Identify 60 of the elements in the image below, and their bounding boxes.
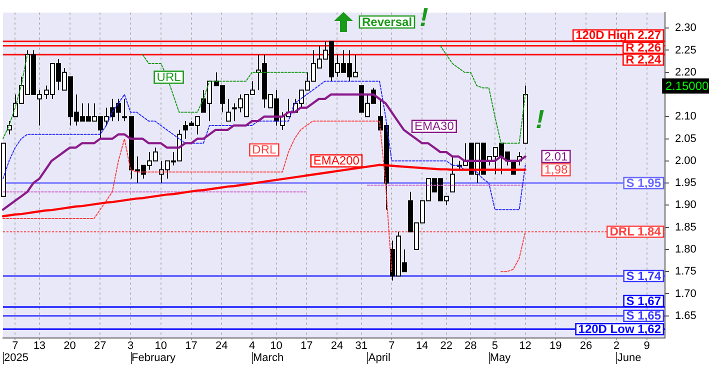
x-tick-label: 12	[519, 340, 532, 352]
x-tick-label: 24	[330, 340, 344, 352]
annotation: Reversal	[362, 14, 412, 29]
ref-line-label: S 1,65	[626, 308, 662, 323]
y-tick-label: 1.70	[675, 288, 696, 300]
y-tick-label: 2.30	[675, 22, 696, 34]
x-tick-label: 5	[492, 340, 498, 352]
y-tick-label: 1.95	[675, 177, 696, 190]
y-tick-label: 1.80	[675, 243, 696, 256]
x-tick-label: 9	[644, 340, 650, 352]
x-tick-label: 17	[185, 340, 198, 352]
series-label: EMA200	[313, 154, 360, 168]
ref-line-label: S 1,95	[626, 176, 662, 190]
x-tick-label: 2	[613, 340, 620, 352]
x-tick-label: 10	[270, 340, 282, 352]
ref-line-label: S 1,74	[626, 268, 662, 283]
y-tick-label: 1.65	[675, 310, 696, 322]
x-tick-label: 22	[440, 340, 452, 352]
y-tick-label: 1.90	[675, 199, 696, 212]
series-label: EMA30	[414, 119, 454, 134]
y-tick-label: 2.00	[675, 154, 696, 167]
x-tick-label: 10	[154, 340, 168, 352]
text: June	[617, 352, 642, 364]
x-tick-label: 17	[300, 340, 313, 352]
ref-line-label: DRL 1.84	[610, 224, 662, 239]
annotation: !	[536, 104, 545, 134]
x-tick-label: 27	[94, 340, 106, 352]
ref-line-label: 120D High 2.27	[576, 28, 662, 42]
text: March	[253, 352, 284, 364]
annotation: 2.01	[544, 149, 568, 164]
x-tick-label: 13	[33, 340, 46, 352]
text: February	[132, 352, 176, 364]
text: April	[368, 352, 390, 364]
text: 2.15000	[665, 78, 709, 93]
text: 2025	[4, 352, 28, 364]
x-tick-label: 31	[355, 340, 368, 352]
x-tick-label: 7	[12, 340, 18, 352]
x-tick-label: 19	[550, 340, 562, 352]
x-tick-label: 4	[248, 340, 256, 352]
ref-line-label: S 1,67	[626, 294, 662, 308]
ref-line-label: R 2,26	[626, 40, 662, 55]
ref-line-label: 120D Low 1,62	[578, 322, 662, 336]
y-tick-label: 2.05	[675, 132, 696, 145]
x-tick-label: 26	[580, 340, 592, 352]
x-tick-label: 14	[416, 340, 428, 352]
annotation: 1,98	[544, 162, 568, 177]
x-tick-label: 3	[127, 340, 134, 352]
y-tick-label: 1.75	[675, 266, 696, 278]
x-tick-label: 7	[388, 340, 395, 352]
text: May	[490, 352, 512, 364]
ref-line-label: R 2,24	[626, 52, 662, 66]
x-tick-label: 24	[216, 340, 228, 352]
annotation: !	[420, 2, 429, 32]
y-tick-label: 1.85	[675, 221, 696, 234]
series-label: DRL	[252, 142, 276, 157]
y-tick-label: 2.20	[675, 66, 696, 78]
x-tick-label: 20	[64, 340, 76, 352]
y-tick-label: 2.10	[675, 110, 696, 123]
x-tick-label: 28	[464, 340, 477, 352]
y-tick-label: 2.25	[675, 44, 696, 56]
